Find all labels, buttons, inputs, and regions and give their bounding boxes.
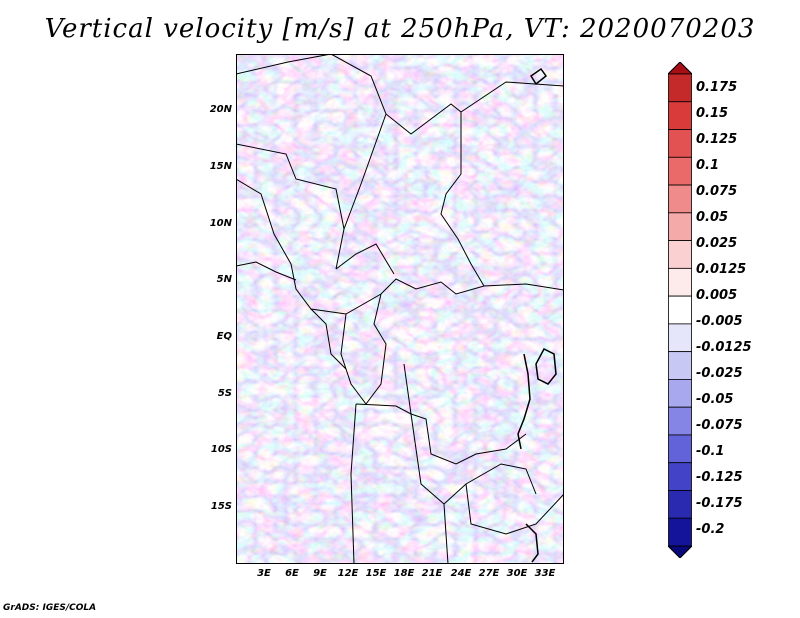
colorbar-label: 0.025 [696,236,738,251]
colorbar-bottom-arrow [666,545,694,559]
lon-label-24e: 24E [450,568,472,579]
colorbar-segment [668,379,692,408]
colorbar-label: 0.05 [696,210,729,225]
colorbar-label: 0.005 [696,288,738,303]
colorbar-label: -0.175 [696,496,743,511]
map-border [236,54,564,564]
colorbar-segment [668,212,692,241]
lat-label-5s: 5S [217,388,232,399]
map-panel [236,54,564,564]
colorbar-segment [668,490,692,519]
colorbar-top-arrow [666,61,694,75]
colorbar-segment [668,351,692,380]
colorbar-segment [668,462,692,491]
colorbar-label: -0.005 [696,314,743,329]
country-borders [236,54,564,564]
colorbar-segment [668,240,692,269]
colorbar-label: -0.025 [696,366,743,381]
colorbar-label: 0.125 [696,132,738,147]
colorbar-segment [668,184,692,214]
lon-label-30e: 30E [506,568,528,579]
vertical-velocity-field-overlay [236,54,564,564]
colorbar-segment [668,156,692,186]
colorbar-label: 0.175 [696,80,738,95]
colorbar-label: 0.15 [696,106,729,121]
lon-label-15e: 15E [365,568,387,579]
colorbar-segment [668,129,692,158]
lat-label-eq: EQ [216,331,232,342]
lon-label-6e: 6E [285,568,299,579]
lat-label-15n: 15N [209,161,232,172]
lon-label-3e: 3E [257,568,271,579]
lat-label-10n: 10N [209,218,232,229]
colorbar-segment [668,434,692,464]
colorbar-segment [668,267,692,297]
colorbar-segment [668,406,692,436]
colorbar-label: -0.125 [696,470,743,485]
lon-label-18e: 18E [393,568,415,579]
colorbar [666,61,694,559]
colorbar-segment [668,101,692,130]
colorbar-segment [668,517,692,547]
colorbar-graphic [666,61,694,559]
lon-label-27e: 27E [478,568,500,579]
lake-outlines [517,67,557,563]
lon-label-21e: 21E [421,568,443,579]
colorbar-segment [668,73,692,103]
colorbar-label: -0.0125 [696,340,752,355]
grads-credit: GrADS: IGES/COLA [3,603,97,613]
lon-label-33e: 33E [534,568,556,579]
colorbar-label: -0.05 [696,392,734,407]
colorbar-label: 0.075 [696,184,738,199]
lat-label-15s: 15S [210,501,232,512]
chart-title: Vertical velocity [m/s] at 250hPa, VT: 2… [44,14,756,44]
lat-label-10s: 10S [210,444,232,455]
colorbar-label: -0.1 [696,444,725,459]
lon-label-9e: 9E [313,568,327,579]
colorbar-segment [668,323,692,353]
colorbar-label: 0.0125 [696,262,747,277]
colorbar-label: 0.1 [696,158,720,173]
vertical-velocity-map [236,54,564,564]
lon-label-12e: 12E [337,568,359,579]
colorbar-label: -0.2 [696,522,725,537]
lat-label-5n: 5N [216,274,232,285]
colorbar-label: -0.075 [696,418,743,433]
colorbar-segment [668,295,692,325]
lat-label-20n: 20N [209,104,232,115]
